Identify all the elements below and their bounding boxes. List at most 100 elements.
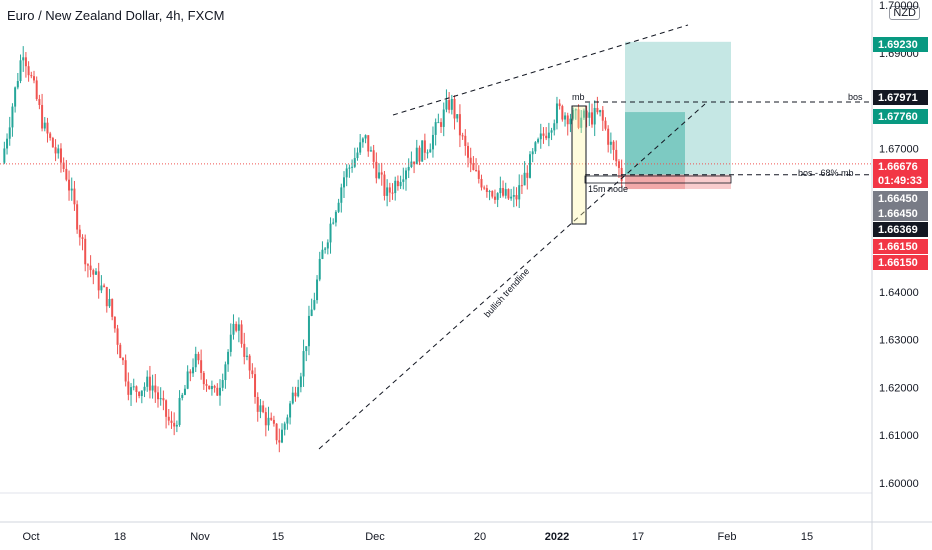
candle-body [154,385,157,393]
candle-body [550,130,553,133]
candle-body [356,152,359,159]
price-badge [873,37,928,52]
candle-body [518,185,521,200]
candle-body [219,387,221,396]
candle-body [493,196,496,200]
candle-body [537,139,540,143]
candle-body [348,167,351,169]
candle-body [256,396,259,412]
candle-body [383,174,386,196]
candle-body [340,187,343,203]
candle-body [297,387,300,397]
candle-body [262,405,265,413]
candle-body [270,417,273,420]
price-badge-label: 1.69230 [878,39,918,51]
candle-body [440,122,443,127]
price-badge-label: 1.66450 [878,193,918,205]
candle-body [577,109,580,128]
candle-body [192,367,195,374]
candle-body [453,98,456,119]
currency-selector[interactable]: NZD [889,6,920,20]
candle-body [442,109,445,127]
candle-body [41,104,44,129]
candle-body [299,376,302,388]
candle-body [515,195,518,200]
candle-body [97,271,100,291]
candle-body [305,346,308,352]
candle-body [539,133,542,140]
candle-body [547,132,550,139]
candle-body [580,117,583,128]
x-tick-label: 15 [801,531,813,543]
candle-body [555,103,558,124]
candle-body [520,185,523,187]
mb-label: mb [572,92,585,102]
candle-body [553,123,556,131]
candle-body [81,237,84,239]
candle-body [111,298,114,317]
candle-body [588,112,591,118]
trendline-label: bullish trendline [482,266,531,319]
candle-body [380,172,383,175]
candle-body [391,192,394,194]
candle-body [504,189,507,196]
candle-body [399,181,402,187]
candle-body [140,390,143,397]
candle-body [200,360,203,373]
candle-body [564,115,567,120]
candle-body [353,158,356,167]
candle-body [415,147,418,165]
price-badge-label: 01:49:33 [878,175,922,187]
y-tick-label: 1.60000 [879,478,919,490]
candle-body [165,400,168,417]
candle-body [210,386,213,390]
candle-body [205,384,208,386]
candle-body [245,355,248,357]
candle-body [22,57,25,61]
candle-body [615,149,618,162]
candle-body [361,138,364,143]
candle-body [469,157,472,164]
candle-body [127,381,130,395]
candle-body [542,133,545,136]
candle-body [57,148,60,154]
candle-body [11,106,14,128]
candle-body [76,204,79,230]
candle-body [612,141,615,150]
y-tick-label: 1.62000 [879,382,919,394]
candle-body [46,122,49,134]
candle-body [434,122,437,135]
x-tick-label: Oct [22,531,39,543]
candle-body [423,140,426,153]
candle-body [386,187,389,196]
candle-body [343,177,345,188]
candle-body [585,110,588,118]
candle-body [572,109,575,119]
candle-body [259,405,262,412]
candle-body [251,370,254,375]
candle-body [143,386,146,391]
mb-box [571,105,587,225]
candle-body [477,170,480,179]
y-tick-label: 1.70000 [879,0,919,12]
candle-body [291,392,294,404]
candle-body [283,423,286,430]
candle-body [369,150,372,152]
candle-body [405,170,407,180]
candle-body [173,422,176,427]
candle-body [30,75,33,77]
candle-body [51,137,54,148]
candle-body [307,315,310,347]
candle-body [6,138,9,149]
candle-body [289,403,292,418]
candle-body [103,285,106,288]
x-tick-label: 20 [474,531,486,543]
candle-body [213,386,216,388]
candle-body [507,189,510,199]
candle-body [461,135,464,137]
candle-body [529,154,531,178]
candle-body [345,168,348,178]
candle-body [272,419,275,424]
candle-body [591,112,593,125]
